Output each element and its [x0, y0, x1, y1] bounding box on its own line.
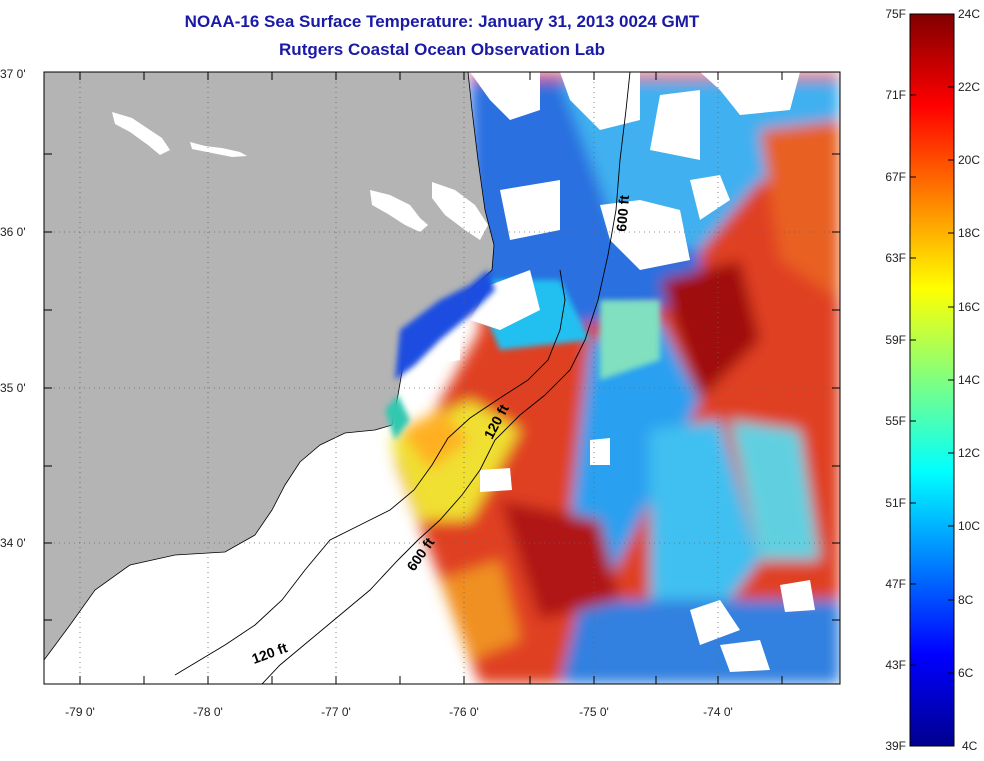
colorbar-c-16: 16C: [958, 300, 980, 314]
lat-label-35: 35 0': [0, 381, 26, 395]
map-subtitle: Rutgers Coastal Ocean Observation Lab: [279, 40, 605, 59]
colorbar-c-12: 12C: [958, 446, 980, 460]
lon-label-75: -75 0': [579, 705, 609, 719]
colorbar-c-6: 6C: [958, 666, 974, 680]
lon-label-78: -78 0': [193, 705, 223, 719]
graticule: [44, 72, 840, 684]
colorbar-gradient: [909, 13, 955, 747]
isobath-600ft-north: [261, 72, 631, 684]
map-title: NOAA-16 Sea Surface Temperature: January…: [184, 12, 700, 31]
colorbar-c-24: 24C: [958, 7, 980, 21]
colorbar-f-39: 39F: [885, 739, 906, 753]
colorbar-c-22: 22C: [958, 80, 980, 94]
isobaths: [174, 72, 631, 684]
colorbar-f-59: 59F: [885, 333, 906, 347]
colorbar-f-43: 43F: [885, 658, 906, 672]
colorbar-c-4: 4C: [962, 739, 978, 753]
lat-label-36: 36 0': [0, 225, 26, 239]
colorbar-c-10: 10C: [958, 519, 980, 533]
contour-label-600ft-north: 600 ft: [613, 194, 632, 232]
colorbar-c-8: 8C: [958, 593, 974, 607]
estuary-fringe: [385, 270, 495, 440]
lon-label-76: -76 0': [449, 705, 479, 719]
colorbar-c-20: 20C: [958, 153, 980, 167]
colorbar-f-75: 75F: [885, 7, 906, 21]
map-frame: [43, 71, 841, 685]
cloud-mask: [430, 72, 815, 672]
colorbar-c-18: 18C: [958, 226, 980, 240]
colorbar-f-71: 71F: [885, 88, 906, 102]
colorbar-f-51: 51F: [885, 496, 906, 510]
map-ticks: [44, 72, 840, 684]
colorbar: 75F 71F 67F 63F 59F 55F 51F 47F 43F 39F …: [885, 7, 980, 753]
inland-waters: [112, 112, 488, 240]
lon-label-77: -77 0': [321, 705, 351, 719]
land-mass: [44, 72, 495, 661]
map-plot-area: 600 ft 120 ft 600 ft 120 ft: [44, 72, 840, 684]
lon-label-79: -79 0': [65, 705, 95, 719]
lon-label-74: -74 0': [703, 705, 733, 719]
lat-label-37: 37 0': [0, 67, 26, 81]
colorbar-c-14: 14C: [958, 373, 980, 387]
lat-label-34: 34 0': [0, 536, 26, 550]
isobath-120ft: [174, 269, 566, 676]
colorbar-f-67: 67F: [885, 170, 906, 184]
colorbar-f-63: 63F: [885, 251, 906, 265]
colorbar-f-47: 47F: [885, 577, 906, 591]
colorbar-f-55: 55F: [885, 414, 906, 428]
